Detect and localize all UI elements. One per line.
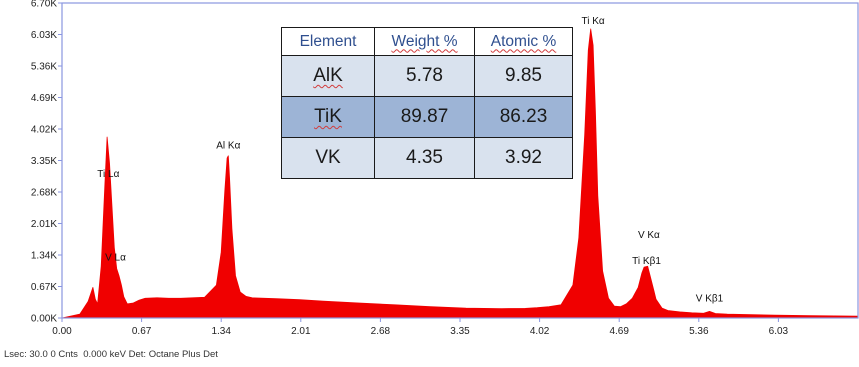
peak-labels: Ti Lα V Lα Al Kα Ti Kα V Kα Ti Kβ1 V Kβ1	[97, 16, 723, 304]
cell-weight: 89.87	[374, 96, 475, 138]
y-tick-label: 3.35K	[31, 156, 57, 167]
x-tick-label: 2.01	[291, 326, 311, 337]
cell-weight: 5.78	[374, 55, 475, 97]
table-header-row: Element Weight % Atomic %	[281, 27, 573, 56]
y-axis-ticks: 0.00K 0.67K 1.34K 2.01K 2.68K 3.35K 4.02K 4.69K…	[31, 0, 62, 325]
table-row: TiK 89.87 86.23	[281, 96, 573, 138]
x-tick-label: 6.03	[769, 326, 789, 337]
x-tick-label: 4.69	[609, 326, 629, 337]
plot-frame	[61, 2, 859, 319]
table-row: AlK 5.78 9.85	[281, 55, 573, 97]
x-tick-label: 1.34	[211, 326, 231, 337]
peak-label: Ti Kβ1	[632, 256, 661, 267]
spectrum-chart: 0.00K 0.67K 1.34K 2.01K 2.68K 3.35K 4.02K 4.69K…	[31, 0, 859, 337]
spectrum-series	[61, 28, 859, 319]
y-tick-label: 0.67K	[31, 282, 57, 293]
cell-atomic: 3.92	[474, 137, 573, 179]
y-tick-label: 6.03K	[31, 30, 57, 41]
peak-label: V Kα	[638, 230, 660, 241]
y-tick-label: 2.01K	[31, 219, 57, 230]
cell-weight: 4.35	[374, 137, 475, 179]
x-tick-label: 3.35	[450, 326, 470, 337]
table-row: VK 4.35 3.92	[281, 137, 573, 179]
cell-atomic: 9.85	[474, 55, 573, 97]
peak-label: Ti Lα	[97, 169, 119, 180]
peak-label: Al Kα	[216, 141, 240, 152]
x-tick-label: 0.00	[52, 326, 72, 337]
cell-element: AlK	[281, 55, 375, 97]
cell-element: TiK	[281, 96, 375, 138]
cell-atomic: 86.23	[474, 96, 573, 138]
x-tick-label: 0.67	[132, 326, 152, 337]
y-tick-label: 6.70K	[31, 0, 57, 10]
y-tick-label: 4.02K	[31, 125, 57, 136]
header-atomic: Atomic %	[474, 27, 573, 56]
x-tick-label: 4.02	[530, 326, 550, 337]
header-weight: Weight %	[374, 27, 475, 56]
x-axis-ticks: 0.00 0.67 1.34 2.01 2.68 3.35 4.02 4.69 5.36 6.03	[52, 318, 789, 337]
y-tick-label: 5.36K	[31, 62, 57, 73]
x-tick-label: 5.36	[689, 326, 709, 337]
x-tick-label: 2.68	[371, 326, 391, 337]
y-tick-label: 1.34K	[31, 251, 57, 262]
quantification-table: Element Weight % Atomic % AlK 5.78 9.85 …	[281, 27, 573, 179]
status-bar-text: Lsec: 30.0 0 Cnts 0.000 keV Det: Octane …	[4, 349, 218, 360]
header-element: Element	[281, 27, 375, 56]
y-tick-label: 2.68K	[31, 188, 57, 199]
y-tick-label: 0.00K	[31, 314, 57, 325]
peak-label: V Kβ1	[696, 294, 724, 305]
y-tick-label: 4.69K	[31, 93, 57, 104]
peak-label: Ti Kα	[581, 16, 604, 27]
peak-label: V Lα	[105, 253, 126, 264]
cell-element: VK	[281, 137, 375, 179]
